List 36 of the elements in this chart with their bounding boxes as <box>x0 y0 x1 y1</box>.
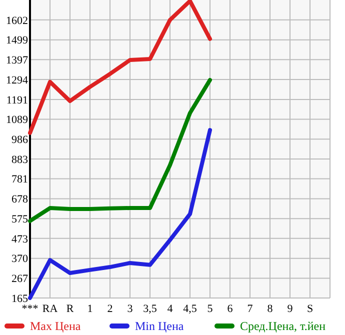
x-tick-label: R <box>66 303 74 315</box>
legend-label: Max Цена <box>30 319 82 334</box>
x-tick-label: S <box>306 303 314 315</box>
y-tick-label: 267 <box>12 273 28 286</box>
y-tick-label: 986 <box>12 134 28 146</box>
y-tick-label: 370 <box>12 253 28 266</box>
y-tick-label: 781 <box>12 174 28 186</box>
y-tick-label: 883 <box>12 154 28 166</box>
legend-label: Min Цена <box>135 319 184 334</box>
x-tick-label: 1 <box>87 303 93 315</box>
y-tick-label: 165 <box>12 292 28 305</box>
x-tick-label: 4 <box>167 303 174 315</box>
y-tick-label: 1602 <box>6 14 28 27</box>
y-tick-label: 1089 <box>6 114 28 126</box>
x-tick-label: RA <box>42 303 58 315</box>
x-tick-label: 5 <box>207 303 214 315</box>
line-series <box>28 78 212 223</box>
y-tick-label: 575 <box>12 214 28 226</box>
x-tick-label: *** <box>22 303 38 315</box>
x-tick-label: 3,5 <box>143 303 158 315</box>
x-tick-label: 8 <box>267 303 274 315</box>
line-series <box>28 0 212 135</box>
y-tick-label: 1499 <box>6 34 28 47</box>
x-tick-label: 2 <box>107 303 113 315</box>
x-tick-label: 6 <box>227 303 234 315</box>
line-series <box>28 128 212 300</box>
x-tick-label: 9 <box>287 303 294 315</box>
x-tick-label: 4,5 <box>183 303 198 315</box>
legend-label: Сред.Цена, т.йен <box>240 319 326 334</box>
y-tick-label: 473 <box>12 233 28 246</box>
y-tick-label: 1191 <box>6 94 28 106</box>
y-tick-label: 1397 <box>6 54 28 66</box>
y-tick-label: 1294 <box>6 74 28 86</box>
x-tick-label: 7 <box>247 303 254 315</box>
y-tick-label: 678 <box>12 194 28 206</box>
x-tick-label: 3 <box>127 303 134 315</box>
